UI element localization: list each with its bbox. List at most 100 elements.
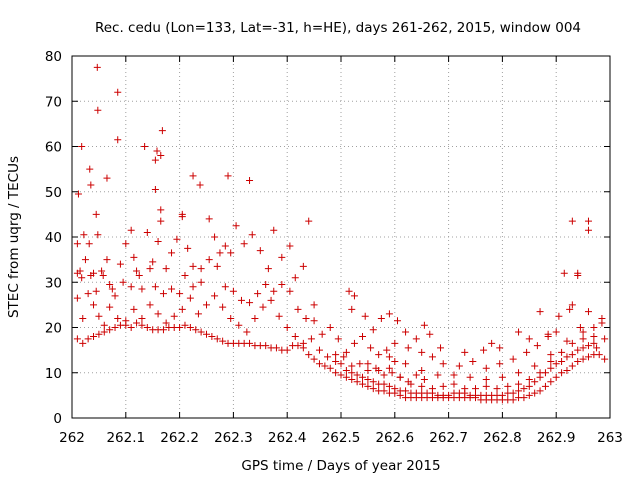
data-point bbox=[93, 63, 101, 71]
data-point bbox=[369, 385, 377, 393]
data-point bbox=[286, 242, 294, 250]
data-point bbox=[348, 376, 356, 384]
data-point bbox=[445, 391, 453, 399]
x-tick-label: 262.8 bbox=[483, 430, 522, 446]
data-point bbox=[203, 301, 210, 309]
data-point bbox=[364, 382, 372, 390]
data-point bbox=[80, 231, 88, 239]
data-point bbox=[318, 330, 326, 338]
data-point bbox=[337, 360, 345, 368]
data-point bbox=[192, 326, 200, 334]
data-point bbox=[525, 391, 533, 399]
data-point bbox=[138, 314, 146, 322]
data-point bbox=[235, 321, 243, 329]
data-point bbox=[455, 362, 463, 370]
data-point bbox=[149, 258, 157, 266]
data-point bbox=[143, 324, 151, 331]
data-point bbox=[348, 369, 356, 377]
x-tick-label: 262.5 bbox=[322, 430, 361, 446]
data-point bbox=[547, 364, 555, 372]
data-point bbox=[184, 244, 192, 252]
data-point bbox=[504, 382, 512, 390]
data-point bbox=[568, 362, 576, 370]
data-point bbox=[552, 373, 560, 381]
data-point bbox=[364, 360, 372, 368]
data-point bbox=[461, 385, 469, 393]
data-point bbox=[251, 314, 259, 322]
data-point bbox=[579, 355, 587, 363]
data-point bbox=[558, 369, 566, 377]
data-point bbox=[324, 353, 332, 361]
x-tick-label: 262.1 bbox=[106, 430, 145, 446]
data-point bbox=[211, 292, 219, 300]
data-point bbox=[418, 348, 426, 356]
data-point bbox=[568, 351, 576, 359]
data-point bbox=[162, 265, 170, 273]
data-point bbox=[84, 290, 92, 298]
data-point bbox=[211, 233, 219, 241]
data-point bbox=[595, 351, 603, 359]
data-point bbox=[133, 267, 141, 275]
data-point bbox=[321, 362, 329, 370]
data-point bbox=[240, 240, 248, 248]
data-point bbox=[420, 376, 428, 384]
data-point bbox=[515, 328, 523, 336]
data-point bbox=[106, 303, 114, 311]
data-point bbox=[568, 217, 576, 225]
data-point bbox=[439, 360, 447, 368]
data-point bbox=[243, 328, 251, 336]
data-point bbox=[208, 333, 216, 341]
data-point bbox=[151, 283, 159, 291]
data-point bbox=[246, 176, 254, 184]
data-point bbox=[342, 373, 350, 381]
data-point bbox=[95, 330, 103, 338]
data-point bbox=[531, 378, 539, 386]
scatter-points bbox=[73, 63, 609, 404]
data-point bbox=[194, 310, 202, 318]
data-point bbox=[426, 330, 434, 338]
data-point bbox=[196, 181, 204, 189]
data-point bbox=[566, 305, 574, 313]
data-point bbox=[350, 339, 358, 347]
data-point bbox=[173, 235, 181, 243]
data-point bbox=[103, 256, 111, 264]
data-point bbox=[138, 285, 146, 293]
data-point bbox=[584, 342, 592, 350]
y-tick-label: 80 bbox=[45, 49, 62, 65]
data-point bbox=[536, 308, 544, 316]
data-point bbox=[434, 371, 442, 379]
data-point bbox=[350, 292, 358, 300]
data-point bbox=[326, 364, 334, 372]
data-point bbox=[133, 319, 141, 327]
data-point bbox=[178, 213, 186, 221]
data-point bbox=[310, 355, 318, 363]
data-point bbox=[515, 387, 523, 395]
data-point bbox=[584, 217, 592, 225]
data-point bbox=[353, 378, 361, 386]
data-point bbox=[127, 324, 135, 331]
data-point bbox=[122, 321, 130, 329]
data-point bbox=[106, 326, 114, 334]
data-point bbox=[213, 335, 221, 343]
x-tick-label: 262.9 bbox=[537, 430, 576, 446]
data-point bbox=[326, 324, 334, 331]
data-point bbox=[520, 385, 528, 393]
data-point bbox=[359, 373, 367, 381]
data-point bbox=[262, 281, 270, 289]
data-point bbox=[283, 346, 291, 354]
data-point bbox=[197, 328, 205, 336]
data-point bbox=[563, 353, 571, 361]
data-point bbox=[407, 380, 415, 388]
data-point bbox=[498, 373, 506, 381]
data-point bbox=[353, 371, 361, 379]
data-point bbox=[181, 321, 189, 329]
data-point bbox=[555, 312, 563, 320]
data-point bbox=[334, 335, 342, 343]
data-point bbox=[159, 326, 167, 334]
x-tick-label: 262.2 bbox=[160, 430, 199, 446]
data-point bbox=[402, 387, 410, 395]
data-point bbox=[291, 274, 299, 282]
data-point bbox=[496, 344, 504, 352]
data-point bbox=[404, 344, 412, 352]
data-point bbox=[100, 321, 108, 329]
